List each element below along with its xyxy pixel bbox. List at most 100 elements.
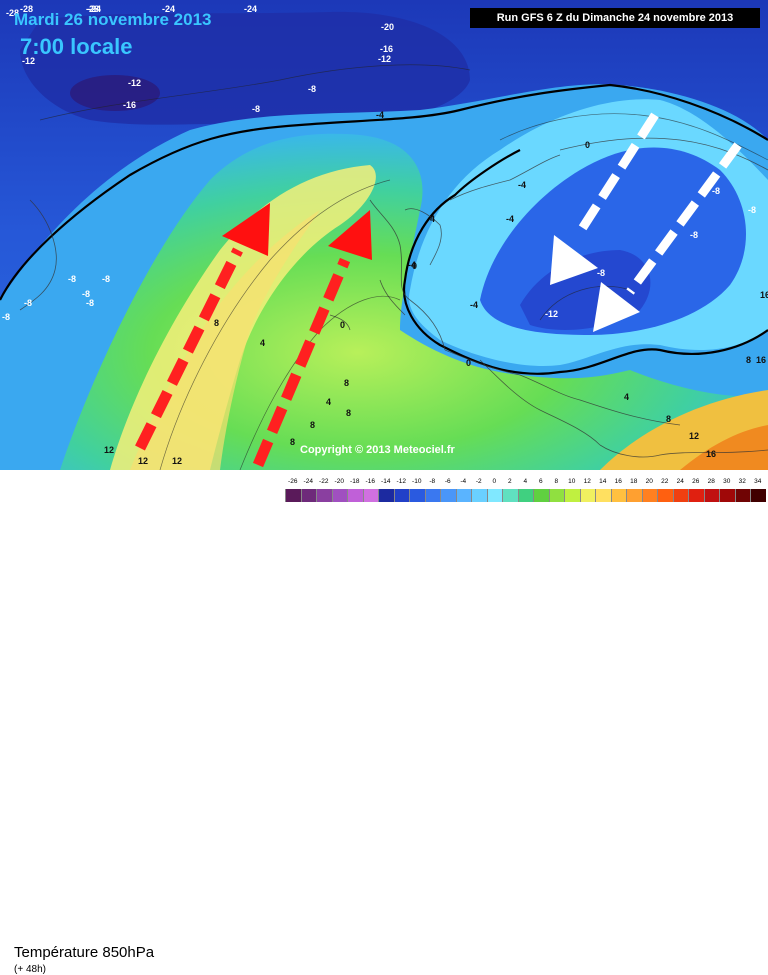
isotherm-value-label: 8	[746, 355, 751, 365]
legend-tick-label: -10	[412, 478, 422, 485]
warm-advection-arrows	[135, 203, 372, 468]
legend-tick-label: 26	[692, 478, 700, 485]
legend-tick-label: -16	[365, 478, 375, 485]
isotherm-value-label: -8	[2, 312, 10, 322]
isotherm-value-label: -16	[123, 100, 136, 110]
legend-swatch	[455, 489, 471, 502]
isotherm-value-label: -4	[518, 180, 526, 190]
legend-swatch	[440, 489, 456, 502]
legend-swatch	[657, 489, 673, 502]
legend-tick-label: 0	[492, 478, 497, 485]
legend-tick-label: -12	[396, 478, 406, 485]
isotherm-value-label: 0	[466, 358, 471, 368]
legend-swatch	[719, 489, 735, 502]
legend-tick-label: 16	[614, 478, 622, 485]
cold-advection-arrows	[550, 112, 742, 332]
isotherm-value-label: -16	[380, 44, 393, 54]
isotherm-value-label: -28	[20, 4, 33, 14]
legend-swatch	[300, 489, 316, 502]
isotherm-value-label: -4	[506, 214, 514, 224]
warm-southeast-core	[680, 425, 768, 470]
legend-tick-label: 10	[568, 478, 576, 485]
isotherm-value-label: 12	[104, 445, 114, 455]
legend-tick-label: 20	[645, 478, 653, 485]
legend-tick-label: 24	[676, 478, 684, 485]
legend-swatch	[595, 489, 611, 502]
warm-arrow-west-head	[222, 203, 270, 256]
legend-tick-label: -22	[319, 478, 329, 485]
isotherm-value-label: -8	[102, 274, 110, 284]
forecast-date: Mardi 26 novembre 2013	[14, 10, 212, 29]
isotherm-value-label: 0	[340, 320, 345, 330]
legend-tick-label: 28	[707, 478, 715, 485]
legend-tick-label: -20	[334, 478, 344, 485]
cold-arrow-north-head	[550, 235, 598, 285]
legend-tick-label: -6	[444, 478, 451, 485]
isotherm-value-label: -4	[408, 260, 416, 270]
isotherm-value-label: -12	[378, 54, 391, 64]
color-legend	[285, 489, 766, 502]
isotherm-value-label: 0	[412, 261, 417, 271]
isotherm-value-label: -12	[545, 309, 558, 319]
legend-swatch	[610, 489, 626, 502]
cold-arrow-east-head	[593, 282, 640, 332]
legend-tick-label: 12	[583, 478, 591, 485]
isotherm-value-label: -4	[470, 300, 478, 310]
isotherm-value-label: -28	[86, 4, 99, 14]
legend-tick-label: -24	[303, 478, 313, 485]
legend-swatch	[471, 489, 487, 502]
isotherm-labels: -28 -24-28 -24-20-16-12-16-12-8-8-4-8 -8-8-…	[2, 4, 768, 466]
isotherm-value-label: 12	[138, 456, 148, 466]
isotherm-value-label: 16	[756, 355, 766, 365]
isotherm-value-label: -24	[244, 4, 257, 14]
legend-tick-label: 14	[599, 478, 607, 485]
isotherm-value-label: 8	[344, 378, 349, 388]
isotherm-value-label: 16	[760, 290, 768, 300]
legend-tick-label: -8	[429, 478, 436, 485]
isotherm-value-label: -8	[82, 289, 90, 299]
legend-swatch	[378, 489, 394, 502]
warm-arrow-east-shaft	[252, 257, 351, 468]
isotherm-value-label: -24	[162, 4, 175, 14]
isotherm-value-label: 4	[624, 392, 629, 402]
coastlines	[19, 137, 768, 458]
zero-isotherm	[0, 83, 768, 301]
isotherm-value-label: -8	[712, 186, 720, 196]
parameter-title: Température 850hPa	[14, 944, 155, 961]
legend-tick-label: -2	[475, 478, 482, 485]
isotherm-value-label: -12	[128, 78, 141, 88]
temperature-map: -28 -24-28 -24-20-16-12-16-12-8-8-4-8 -8-8-…	[0, 0, 768, 470]
isotherm-value-label: -24	[88, 4, 101, 14]
legend-swatch	[734, 489, 750, 502]
isotherm-value-label: -8	[68, 274, 76, 284]
legend-swatch	[285, 489, 301, 502]
isotherm-value-label: -8	[24, 298, 32, 308]
legend-tick-label: 6	[538, 478, 543, 485]
isotherm-value-label: -8	[690, 230, 698, 240]
forecast-time: 7:00 locale	[20, 34, 133, 59]
isotherm-value-label: 8	[290, 437, 295, 447]
warm-arrow-west-shaft	[135, 247, 243, 451]
legend-swatch	[703, 489, 719, 502]
isotherm-value-label: 12	[172, 456, 182, 466]
isotherm-value-label: 4	[430, 214, 435, 224]
legend-swatch	[564, 489, 580, 502]
legend-swatch	[393, 489, 409, 502]
legend-swatch	[533, 489, 549, 502]
isotherm-value-label: 8	[666, 414, 671, 424]
lead-time: (+ 48h)	[14, 964, 46, 975]
legend-tick-label: 34	[754, 478, 762, 485]
legend-tick-label: 4	[523, 478, 528, 485]
legend-swatch	[424, 489, 440, 502]
isotherm-value-label: -20	[381, 22, 394, 32]
warm-tongue-core	[130, 210, 320, 470]
legend-swatch	[579, 489, 595, 502]
isotherm-value-label: -8	[748, 205, 756, 215]
legend-swatch	[409, 489, 425, 502]
isotherm-value-label: -4	[376, 110, 384, 120]
legend-tick-label: 8	[554, 478, 559, 485]
legend-tick-label: 30	[723, 478, 731, 485]
copyright-notice: Copyright © 2013 Meteociel.fr	[300, 444, 455, 456]
legend-swatch	[688, 489, 704, 502]
cold-pocket	[70, 75, 160, 111]
